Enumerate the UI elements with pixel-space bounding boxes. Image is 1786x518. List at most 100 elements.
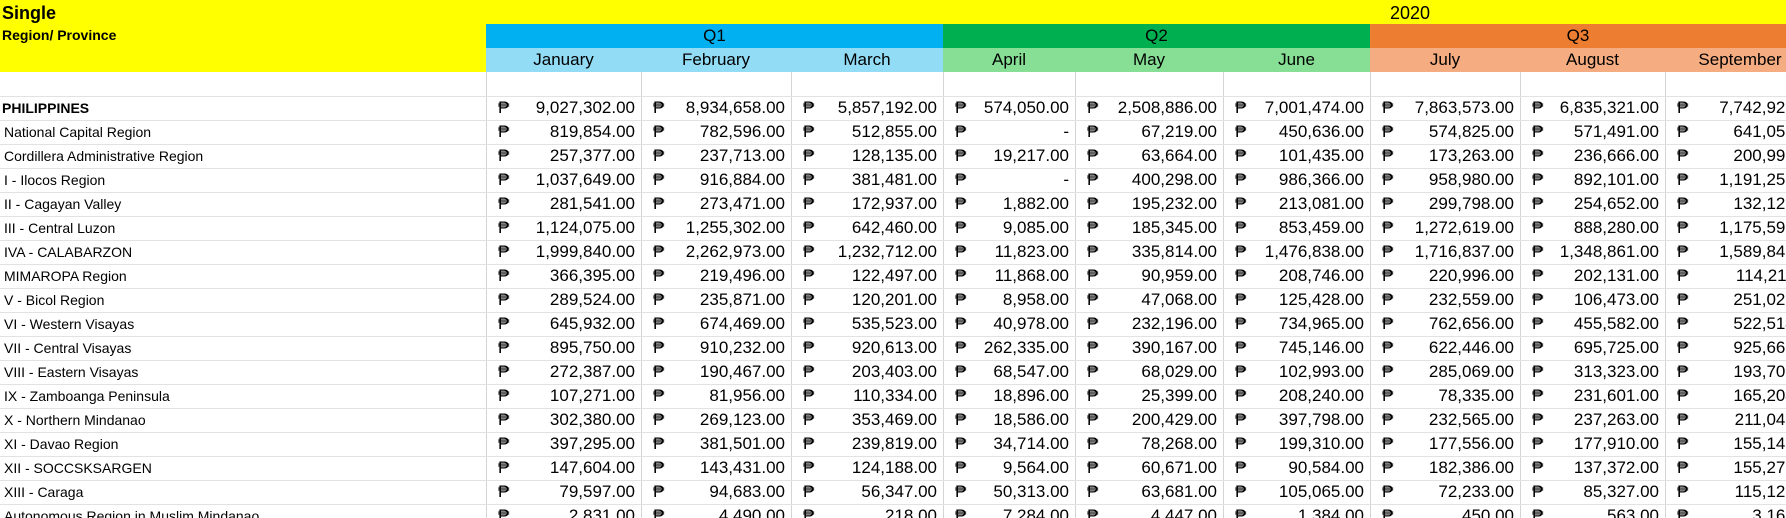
value-cell-may[interactable]: ₱ 68,029.00 [1075, 360, 1223, 384]
value-cell-april[interactable]: ₱ 7,284.00 [943, 504, 1075, 518]
value-cell-august[interactable]: ₱ 202,131.00 [1520, 264, 1665, 288]
value-cell-january[interactable]: ₱ 272,387.00 [486, 360, 641, 384]
value-cell-february[interactable]: ₱ 1,255,302.00 [641, 216, 791, 240]
value-cell-june[interactable]: ₱ 199,310.00 [1223, 432, 1370, 456]
value-cell-august[interactable]: ₱ 571,491.00 [1520, 120, 1665, 144]
value-cell-january[interactable]: ₱ 289,524.00 [486, 288, 641, 312]
value-cell-march[interactable]: ₱ 203,403.00 [791, 360, 943, 384]
value-cell-february[interactable]: ₱ 190,467.00 [641, 360, 791, 384]
month-header-july[interactable]: July [1370, 48, 1520, 72]
value-cell-january[interactable]: ₱ 819,854.00 [486, 120, 641, 144]
value-cell-february[interactable]: ₱ 916,884.00 [641, 168, 791, 192]
region-name-cell[interactable]: IVA - CALABARZON [4, 244, 133, 260]
value-cell-august[interactable]: ₱ 177,910.00 [1520, 432, 1665, 456]
value-cell-july[interactable]: ₱ 7,863,573.00 [1370, 96, 1520, 120]
value-cell-september[interactable]: ₱ 251,023.0 [1665, 288, 1786, 312]
value-cell-april[interactable]: ₱ 19,217.00 [943, 144, 1075, 168]
region-name-cell[interactable]: Autonomous Region in Muslim Mindanao [4, 508, 260, 518]
value-cell-august[interactable]: ₱ 236,666.00 [1520, 144, 1665, 168]
month-header-april[interactable]: April [943, 48, 1075, 72]
value-cell-april[interactable]: ₱ 11,823.00 [943, 240, 1075, 264]
region-name-cell[interactable]: V - Bicol Region [4, 292, 105, 308]
value-cell-march[interactable]: ₱ 120,201.00 [791, 288, 943, 312]
value-cell-july[interactable]: ₱ 574,825.00 [1370, 120, 1520, 144]
value-cell-march[interactable]: ₱ 128,135.00 [791, 144, 943, 168]
value-cell-march[interactable]: ₱ 353,469.00 [791, 408, 943, 432]
value-cell-march[interactable]: ₱ 5,857,192.00 [791, 96, 943, 120]
value-cell-january[interactable]: ₱ 281,541.00 [486, 192, 641, 216]
value-cell-september[interactable]: ₱ 165,204.0 [1665, 384, 1786, 408]
value-cell-july[interactable]: ₱ 78,335.00 [1370, 384, 1520, 408]
value-cell-january[interactable]: ₱ 257,377.00 [486, 144, 641, 168]
value-cell-june[interactable]: ₱ 7,001,474.00 [1223, 96, 1370, 120]
value-cell-march[interactable]: ₱ 56,347.00 [791, 480, 943, 504]
value-cell-april[interactable]: ₱ 40,978.00 [943, 312, 1075, 336]
value-cell-may[interactable]: ₱ 4,447.00 [1075, 504, 1223, 518]
value-cell-april[interactable]: ₱ 574,050.00 [943, 96, 1075, 120]
value-cell-february[interactable]: ₱ 237,713.00 [641, 144, 791, 168]
value-cell-february[interactable]: ₱ 8,934,658.00 [641, 96, 791, 120]
value-cell-june[interactable]: ₱ 90,584.00 [1223, 456, 1370, 480]
value-cell-may[interactable]: ₱ 60,671.00 [1075, 456, 1223, 480]
value-cell-may[interactable]: ₱ 335,814.00 [1075, 240, 1223, 264]
region-name-cell[interactable]: PHILIPPINES [2, 100, 90, 116]
value-cell-september[interactable]: ₱ 132,122.0 [1665, 192, 1786, 216]
value-cell-june[interactable]: ₱ 397,798.00 [1223, 408, 1370, 432]
value-cell-april[interactable]: ₱ 9,564.00 [943, 456, 1075, 480]
value-cell-february[interactable]: ₱ 381,501.00 [641, 432, 791, 456]
value-cell-march[interactable]: ₱ 239,819.00 [791, 432, 943, 456]
value-cell-march[interactable]: ₱ 110,334.00 [791, 384, 943, 408]
value-cell-april[interactable]: ₱ 18,586.00 [943, 408, 1075, 432]
value-cell-august[interactable]: ₱ 1,348,861.00 [1520, 240, 1665, 264]
value-cell-september[interactable]: ₱ 1,191,253.0 [1665, 168, 1786, 192]
value-cell-january[interactable]: ₱ 1,037,649.00 [486, 168, 641, 192]
value-cell-august[interactable]: ₱ 892,101.00 [1520, 168, 1665, 192]
region-name-cell[interactable]: III - Central Luzon [4, 220, 116, 236]
region-name-cell[interactable]: National Capital Region [4, 124, 152, 140]
value-cell-june[interactable]: ₱ 125,428.00 [1223, 288, 1370, 312]
value-cell-july[interactable]: ₱ 182,386.00 [1370, 456, 1520, 480]
value-cell-june[interactable]: ₱ 213,081.00 [1223, 192, 1370, 216]
value-cell-september[interactable]: ₱ 522,514.0 [1665, 312, 1786, 336]
value-cell-april[interactable]: ₱ 1,882.00 [943, 192, 1075, 216]
value-cell-march[interactable]: ₱ 1,232,712.00 [791, 240, 943, 264]
value-cell-april[interactable]: ₱ - [943, 120, 1075, 144]
value-cell-september[interactable]: ₱ 1,175,595.0 [1665, 216, 1786, 240]
value-cell-september[interactable]: ₱ 641,052.0 [1665, 120, 1786, 144]
value-cell-march[interactable]: ₱ 218.00 [791, 504, 943, 518]
value-cell-january[interactable]: ₱ 645,932.00 [486, 312, 641, 336]
region-name-cell[interactable]: X - Northern Mindanao [4, 412, 146, 428]
value-cell-may[interactable]: ₱ 400,298.00 [1075, 168, 1223, 192]
value-cell-july[interactable]: ₱ 285,069.00 [1370, 360, 1520, 384]
value-cell-january[interactable]: ₱ 1,124,075.00 [486, 216, 641, 240]
value-cell-may[interactable]: ₱ 25,399.00 [1075, 384, 1223, 408]
value-cell-september[interactable]: ₱ 114,211.0 [1665, 264, 1786, 288]
value-cell-january[interactable]: ₱ 9,027,302.00 [486, 96, 641, 120]
value-cell-may[interactable]: ₱ 67,219.00 [1075, 120, 1223, 144]
value-cell-july[interactable]: ₱ 72,233.00 [1370, 480, 1520, 504]
value-cell-april[interactable]: ₱ 9,085.00 [943, 216, 1075, 240]
month-header-january[interactable]: January [486, 48, 641, 72]
value-cell-june[interactable]: ₱ 1,476,838.00 [1223, 240, 1370, 264]
region-name-cell[interactable]: XI - Davao Region [4, 436, 119, 452]
value-cell-january[interactable]: ₱ 397,295.00 [486, 432, 641, 456]
value-cell-june[interactable]: ₱ 208,240.00 [1223, 384, 1370, 408]
value-cell-september[interactable]: ₱ 1,589,840.0 [1665, 240, 1786, 264]
value-cell-april[interactable]: ₱ 262,335.00 [943, 336, 1075, 360]
value-cell-january[interactable]: ₱ 1,999,840.00 [486, 240, 641, 264]
value-cell-june[interactable]: ₱ 101,435.00 [1223, 144, 1370, 168]
region-name-cell[interactable]: I - Ilocos Region [4, 172, 106, 188]
value-cell-july[interactable]: ₱ 1,716,837.00 [1370, 240, 1520, 264]
value-cell-september[interactable]: ₱ 7,742,921.0 [1665, 96, 1786, 120]
value-cell-march[interactable]: ₱ 535,523.00 [791, 312, 943, 336]
value-cell-january[interactable]: ₱ 79,597.00 [486, 480, 641, 504]
value-cell-february[interactable]: ₱ 910,232.00 [641, 336, 791, 360]
value-cell-january[interactable]: ₱ 107,271.00 [486, 384, 641, 408]
value-cell-february[interactable]: ₱ 219,496.00 [641, 264, 791, 288]
value-cell-january[interactable]: ₱ 302,380.00 [486, 408, 641, 432]
value-cell-february[interactable]: ₱ 94,683.00 [641, 480, 791, 504]
value-cell-january[interactable]: ₱ 147,604.00 [486, 456, 641, 480]
value-cell-may[interactable]: ₱ 63,681.00 [1075, 480, 1223, 504]
value-cell-may[interactable]: ₱ 2,508,886.00 [1075, 96, 1223, 120]
value-cell-august[interactable]: ₱ 85,327.00 [1520, 480, 1665, 504]
